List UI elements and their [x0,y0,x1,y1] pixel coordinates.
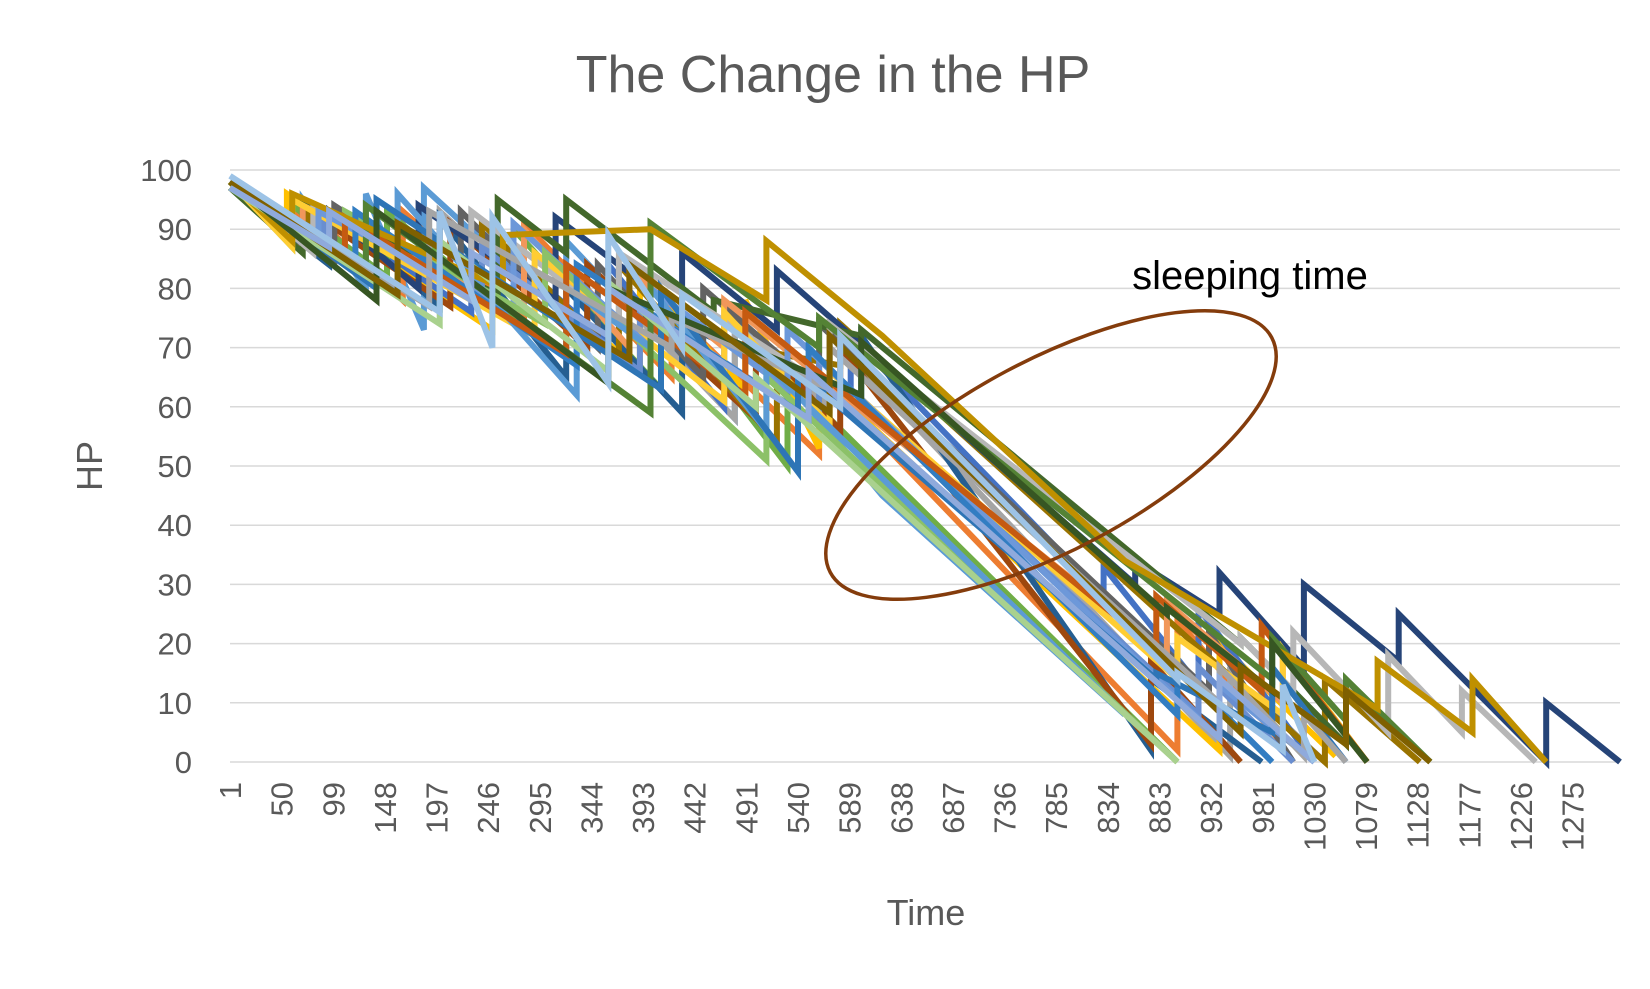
y-tick-label: 50 [158,449,192,484]
x-tick-label: 736 [988,782,1023,834]
y-tick-label: 70 [158,331,192,366]
x-tick-label: 883 [1142,782,1177,834]
x-tick-label: 1128 [1401,782,1436,849]
y-tick-label: 20 [158,627,192,662]
x-tick-label: 1275 [1556,782,1591,851]
x-axis-ticks: 1 50 99 148 197 246 295 344 393 442 491 540 589 638 68… [213,782,1591,851]
x-tick-label: 1 [213,782,248,799]
x-tick-label: 1030 [1297,782,1332,851]
x-tick-label: 834 [1091,782,1126,834]
y-tick-label: 60 [158,390,192,425]
y-tick-label: 90 [158,212,192,247]
x-tick-label: 393 [626,782,661,834]
x-tick-label: 99 [316,782,351,816]
x-tick-label: 197 [420,782,455,834]
y-axis-ticks: 0 10 20 30 40 50 60 70 80 90 100 [140,153,192,780]
sleeping-time-label: sleeping time [1132,254,1368,298]
y-tick-label: 40 [158,508,192,543]
x-tick-label: 1226 [1504,782,1539,851]
x-tick-label: 148 [368,782,403,834]
x-tick-label: 344 [574,782,609,834]
series-lines [227,173,1622,770]
y-tick-label: 0 [175,745,192,780]
y-tick-label: 80 [158,271,192,306]
series-line-30 [228,173,1318,764]
x-tick-label: 981 [1246,782,1281,834]
x-tick-label: 540 [781,782,816,834]
x-tick-label: 932 [1194,782,1229,834]
series-line-23 [227,179,1549,764]
y-tick-label: 10 [158,686,192,721]
sleeping-time-ellipse [824,308,1278,602]
y-axis-title: HP [69,441,110,491]
x-tick-label: 442 [678,782,713,834]
x-tick-label: 589 [833,782,868,834]
x-tick-label: 491 [729,782,764,834]
x-tick-label: 785 [1039,782,1074,834]
y-tick-label: 100 [140,153,192,188]
x-tick-label: 1177 [1452,782,1487,849]
x-tick-label: 295 [523,782,558,834]
x-tick-label: 50 [265,782,300,816]
y-tick-label: 30 [158,567,192,602]
series-line-28 [228,179,1433,765]
x-axis-title: Time [887,892,966,933]
x-tick-label: 687 [936,782,971,834]
x-tick-label: 638 [884,782,919,834]
x-tick-label: 1079 [1349,782,1384,851]
x-tick-label: 246 [471,782,506,834]
chart-title: The Change in the HP [576,46,1091,104]
